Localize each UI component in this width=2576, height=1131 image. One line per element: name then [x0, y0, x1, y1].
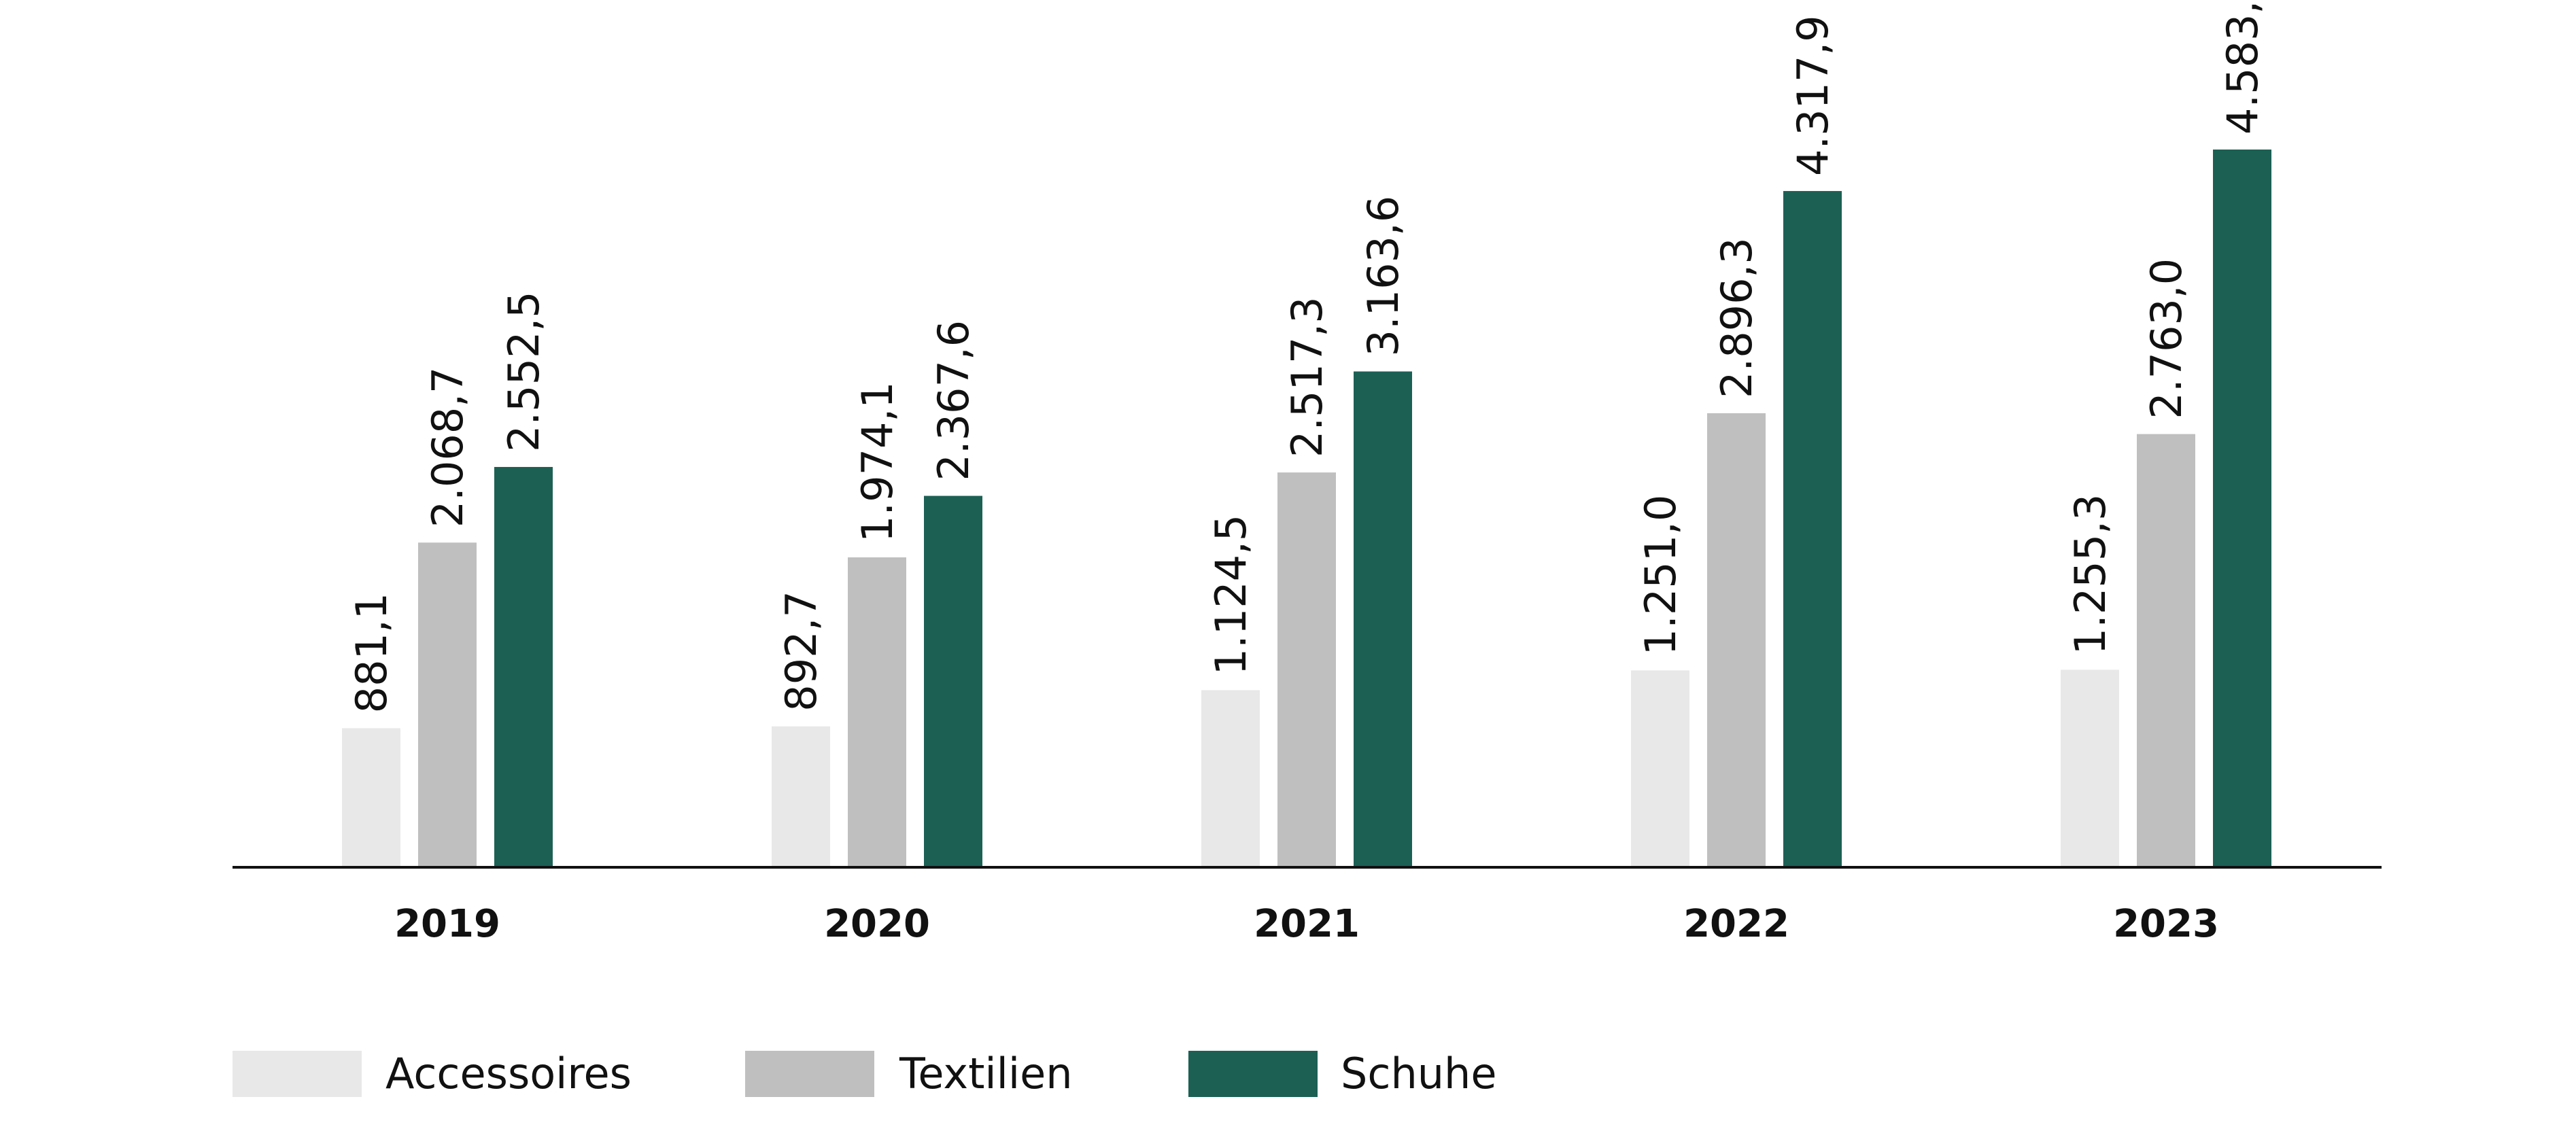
bar-schuhe-2021 — [1354, 371, 1412, 866]
bars-group — [342, 150, 2271, 866]
bar-schuhe-2019 — [494, 467, 553, 866]
value-label-textilien-2020: 1.974,1 — [853, 381, 902, 542]
value-label-schuhe-2020: 2.367,6 — [929, 320, 978, 481]
category-label-2020: 2020 — [824, 902, 930, 946]
bar-textilien-2021 — [1277, 472, 1336, 866]
value-label-textilien-2021: 2.517,3 — [1282, 296, 1332, 457]
bar-schuhe-2020 — [924, 495, 982, 866]
legend-label-textilien: Textilien — [899, 1049, 1073, 1098]
category-label-2022: 2022 — [1683, 902, 1789, 946]
bar-schuhe-2022 — [1783, 191, 1842, 866]
value-label-schuhe-2022: 4.317,9 — [1788, 15, 1838, 176]
bar-textilien-2019 — [418, 542, 477, 866]
value-labels-group: 881,1 2.068,7 2.552,5 892,7 1.974,1 2.367,6 1.… — [347, 0, 2267, 713]
bar-accessoires-2019 — [342, 728, 400, 866]
bar-textilien-2023 — [2137, 434, 2195, 866]
value-label-schuhe-2023: 4.583,4 — [2218, 0, 2267, 135]
value-label-accessoires-2021: 1.124,5 — [1206, 515, 1256, 676]
legend: Accessoires Textilien Schuhe — [233, 1049, 1496, 1098]
legend-swatch-textilien — [745, 1051, 874, 1097]
value-label-accessoires-2020: 892,7 — [776, 591, 826, 712]
legend-swatch-schuhe — [1188, 1051, 1318, 1097]
category-labels-group: 2019 2020 2021 2022 2023 — [394, 902, 2219, 946]
bar-accessoires-2023 — [2061, 669, 2119, 866]
value-label-textilien-2019: 2.068,7 — [423, 367, 473, 528]
value-label-accessoires-2022: 1.251,0 — [1636, 495, 1685, 656]
bar-accessoires-2020 — [772, 726, 830, 866]
legend-label-schuhe: Schuhe — [1341, 1049, 1496, 1098]
category-label-2019: 2019 — [394, 902, 500, 946]
category-label-2021: 2021 — [1254, 902, 1360, 946]
value-label-textilien-2022: 2.896,3 — [1712, 237, 1762, 398]
bar-accessoires-2021 — [1201, 690, 1260, 866]
legend-label-accessoires: Accessoires — [385, 1049, 632, 1098]
value-label-accessoires-2019: 881,1 — [347, 593, 396, 714]
bar-schuhe-2023 — [2213, 150, 2271, 866]
value-label-schuhe-2019: 2.552,5 — [499, 291, 549, 452]
value-label-schuhe-2021: 3.163,6 — [1358, 196, 1408, 357]
bar-accessoires-2022 — [1631, 670, 1689, 866]
category-label-2023: 2023 — [2113, 902, 2219, 946]
legend-swatch-accessoires — [233, 1051, 362, 1097]
bar-textilien-2020 — [848, 557, 906, 866]
value-label-textilien-2023: 2.763,0 — [2142, 258, 2191, 419]
value-label-accessoires-2023: 1.255,3 — [2065, 494, 2115, 655]
bar-textilien-2022 — [1707, 413, 1766, 866]
